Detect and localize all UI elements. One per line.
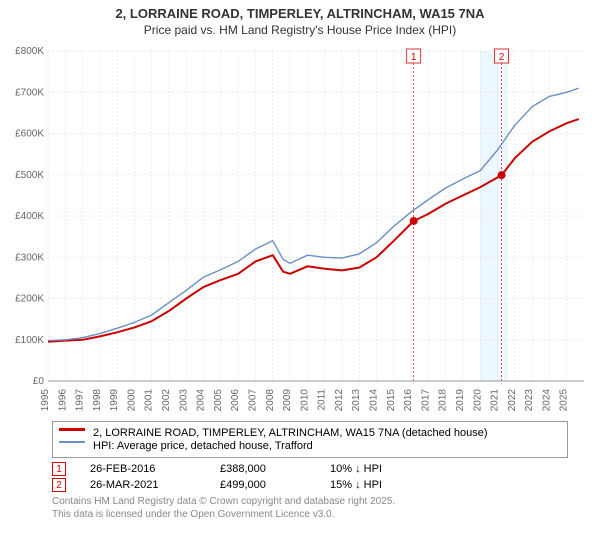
svg-text:2006: 2006	[230, 389, 241, 412]
svg-text:2014: 2014	[369, 389, 380, 412]
chart-title-line2: Price paid vs. HM Land Registry's House …	[10, 23, 590, 37]
marker-row: 1 26-FEB-2016 £388,000 10% ↓ HPI	[52, 462, 568, 476]
marker-rows: 1 26-FEB-2016 £388,000 10% ↓ HPI 2 26-MA…	[52, 462, 568, 492]
svg-text:£400K: £400K	[15, 211, 44, 222]
svg-text:1995: 1995	[40, 389, 51, 412]
svg-text:2011: 2011	[317, 389, 328, 411]
svg-text:2008: 2008	[265, 389, 276, 412]
svg-text:2007: 2007	[247, 389, 258, 412]
svg-text:2018: 2018	[438, 389, 449, 412]
svg-text:2017: 2017	[420, 389, 431, 412]
svg-text:2015: 2015	[386, 389, 397, 412]
svg-text:£200K: £200K	[15, 294, 44, 305]
marker-hpi: 15% ↓ HPI	[330, 479, 382, 491]
svg-text:2013: 2013	[351, 389, 362, 412]
legend-label: HPI: Average price, detached house, Traf…	[93, 440, 313, 452]
svg-text:2022: 2022	[507, 389, 518, 412]
svg-text:1998: 1998	[92, 389, 103, 412]
svg-text:£300K: £300K	[15, 252, 44, 263]
svg-text:2016: 2016	[403, 389, 414, 412]
marker-row: 2 26-MAR-2021 £499,000 15% ↓ HPI	[52, 478, 568, 492]
svg-text:2000: 2000	[126, 389, 137, 412]
footnote-line: Contains HM Land Registry data © Crown c…	[52, 496, 568, 509]
chart-area: £0 £100K £200K £300K £400K £500K £600K £700K £80…	[8, 43, 592, 415]
svg-text:2005: 2005	[213, 389, 224, 412]
chart-title-line1: 2, LORRAINE ROAD, TIMPERLEY, ALTRINCHAM,…	[10, 6, 590, 21]
legend-swatch	[59, 428, 85, 438]
svg-text:2003: 2003	[178, 389, 189, 412]
svg-text:2025: 2025	[559, 389, 570, 412]
svg-text:£500K: £500K	[15, 170, 44, 181]
marker-price: £388,000	[220, 463, 330, 475]
svg-text:1: 1	[411, 52, 417, 63]
svg-text:£700K: £700K	[15, 87, 44, 98]
svg-text:2021: 2021	[490, 389, 501, 412]
svg-text:2024: 2024	[541, 389, 552, 412]
svg-text:2009: 2009	[282, 389, 293, 412]
svg-text:2020: 2020	[472, 389, 483, 412]
svg-text:2019: 2019	[455, 389, 466, 412]
legend-swatch	[59, 441, 85, 451]
chart-svg: £0 £100K £200K £300K £400K £500K £600K £700K £80…	[8, 43, 592, 415]
title-block: 2, LORRAINE ROAD, TIMPERLEY, ALTRINCHAM,…	[0, 0, 600, 39]
marker-badge: 1	[52, 462, 66, 476]
svg-text:£0: £0	[33, 376, 45, 387]
svg-text:2002: 2002	[161, 389, 172, 412]
svg-text:1999: 1999	[109, 389, 120, 412]
legend-row: HPI: Average price, detached house, Traf…	[59, 440, 561, 452]
svg-text:2: 2	[499, 52, 505, 63]
svg-text:£100K: £100K	[15, 335, 44, 346]
svg-text:1996: 1996	[57, 389, 68, 412]
svg-text:2004: 2004	[196, 389, 207, 412]
svg-text:2001: 2001	[144, 389, 155, 412]
marker-price: £499,000	[220, 479, 330, 491]
svg-text:£800K: £800K	[15, 46, 44, 57]
legend-label: 2, LORRAINE ROAD, TIMPERLEY, ALTRINCHAM,…	[93, 427, 488, 439]
marker-badge: 2	[52, 478, 66, 492]
svg-text:2012: 2012	[334, 389, 345, 412]
marker-date: 26-FEB-2016	[90, 463, 220, 475]
marker-hpi: 10% ↓ HPI	[330, 463, 382, 475]
marker-date: 26-MAR-2021	[90, 479, 220, 491]
legend: 2, LORRAINE ROAD, TIMPERLEY, ALTRINCHAM,…	[52, 421, 568, 458]
footnote: Contains HM Land Registry data © Crown c…	[52, 496, 568, 521]
svg-text:2010: 2010	[299, 389, 310, 412]
svg-text:1997: 1997	[75, 389, 86, 412]
legend-row: 2, LORRAINE ROAD, TIMPERLEY, ALTRINCHAM,…	[59, 427, 561, 439]
svg-text:£600K: £600K	[15, 129, 44, 140]
svg-text:2023: 2023	[524, 389, 535, 412]
footnote-line: This data is licensed under the Open Gov…	[52, 509, 568, 522]
